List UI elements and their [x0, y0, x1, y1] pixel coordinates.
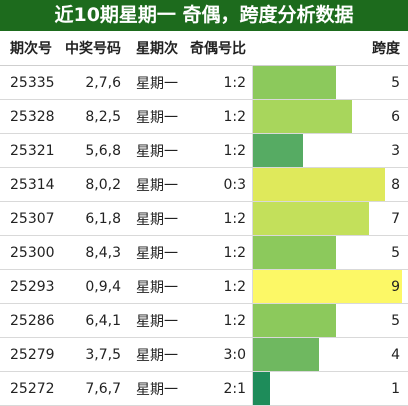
- cell-number: 6,4,1: [85, 312, 121, 329]
- cell-period: 25279: [10, 346, 55, 363]
- cell-number: 0,9,4: [85, 278, 121, 295]
- cell-ratio: 1:2: [223, 142, 246, 159]
- cell-ratio: 1:2: [223, 108, 246, 125]
- cell-span: 5: [391, 244, 400, 261]
- cell-span: 5: [391, 312, 400, 329]
- table-row: 25300 8,4,3 星期一 1:2 5: [0, 236, 408, 270]
- span-bar: [253, 304, 336, 337]
- cell-weekday: 星期一: [136, 177, 178, 194]
- cell-span: 1: [391, 380, 400, 397]
- cell-weekday: 星期一: [136, 143, 178, 160]
- cell-span: 3: [391, 142, 400, 159]
- cell-period: 25321: [10, 142, 55, 159]
- cell-number: 8,2,5: [85, 108, 121, 125]
- cell-ratio: 1:2: [223, 312, 246, 329]
- cell-span: 9: [391, 278, 400, 295]
- cell-ratio: 0:3: [223, 176, 246, 193]
- table-body: 25335 2,7,6 星期一 1:2 5 25328 8,2,5 星期一 1:2 6 25321 5…: [0, 66, 408, 406]
- cell-ratio: 1:2: [223, 244, 246, 261]
- cell-weekday: 星期一: [136, 279, 178, 296]
- cell-weekday: 星期一: [136, 75, 178, 92]
- cell-period: 25335: [10, 74, 55, 91]
- cell-period: 25272: [10, 380, 55, 397]
- cell-period: 25300: [10, 244, 55, 261]
- span-bar: [253, 134, 303, 167]
- cell-number: 5,6,8: [85, 142, 121, 159]
- cell-number: 8,4,3: [85, 244, 121, 261]
- cell-number: 6,1,8: [85, 210, 121, 227]
- cell-span: 5: [391, 74, 400, 91]
- cell-ratio: 2:1: [223, 380, 246, 397]
- table-row: 25279 3,7,5 星期一 3:0 4: [0, 338, 408, 372]
- cell-weekday: 星期一: [136, 381, 178, 398]
- cell-period: 25307: [10, 210, 55, 227]
- span-bar: [253, 236, 336, 269]
- cell-number: 3,7,5: [85, 346, 121, 363]
- table-row: 25314 8,0,2 星期一 0:3 8: [0, 168, 408, 202]
- span-bar: [253, 66, 336, 99]
- header-span: 跨度: [372, 41, 400, 57]
- span-bar: [253, 202, 369, 235]
- table-header: 期次号 中奖号码 星期次 奇偶号比 跨度: [0, 31, 408, 66]
- cell-weekday: 星期一: [136, 211, 178, 228]
- cell-span: 7: [391, 210, 400, 227]
- header-period: 期次号: [10, 41, 52, 57]
- cell-period: 25293: [10, 278, 55, 295]
- page-title: 近10期星期一 奇偶，跨度分析数据: [0, 0, 408, 31]
- span-bar: [253, 168, 385, 201]
- span-bar: [253, 100, 352, 133]
- cell-ratio: 1:2: [223, 210, 246, 227]
- cell-number: 8,0,2: [85, 176, 121, 193]
- cell-span: 8: [391, 176, 400, 193]
- header-number: 中奖号码: [65, 41, 121, 57]
- span-bar: [253, 270, 402, 303]
- table-row: 25307 6,1,8 星期一 1:2 7: [0, 202, 408, 236]
- cell-period: 25328: [10, 108, 55, 125]
- table-row: 25335 2,7,6 星期一 1:2 5: [0, 66, 408, 100]
- table-row: 25328 8,2,5 星期一 1:2 6: [0, 100, 408, 134]
- cell-period: 25286: [10, 312, 55, 329]
- table-row: 25286 6,4,1 星期一 1:2 5: [0, 304, 408, 338]
- cell-ratio: 1:2: [223, 74, 246, 91]
- table-row: 25272 7,6,7 星期一 2:1 1: [0, 372, 408, 406]
- cell-weekday: 星期一: [136, 313, 178, 330]
- cell-number: 2,7,6: [85, 74, 121, 91]
- cell-span: 6: [391, 108, 400, 125]
- table-row: 25293 0,9,4 星期一 1:2 9: [0, 270, 408, 304]
- span-bar: [253, 338, 319, 371]
- cell-weekday: 星期一: [136, 245, 178, 262]
- cell-weekday: 星期一: [136, 109, 178, 126]
- cell-ratio: 1:2: [223, 278, 246, 295]
- cell-span: 4: [391, 346, 400, 363]
- cell-weekday: 星期一: [136, 347, 178, 364]
- cell-ratio: 3:0: [223, 346, 246, 363]
- table-row: 25321 5,6,8 星期一 1:2 3: [0, 134, 408, 168]
- cell-number: 7,6,7: [85, 380, 121, 397]
- header-ratio: 奇偶号比: [190, 41, 246, 57]
- cell-period: 25314: [10, 176, 55, 193]
- header-weekday: 星期次: [136, 41, 178, 57]
- span-bar: [253, 372, 270, 405]
